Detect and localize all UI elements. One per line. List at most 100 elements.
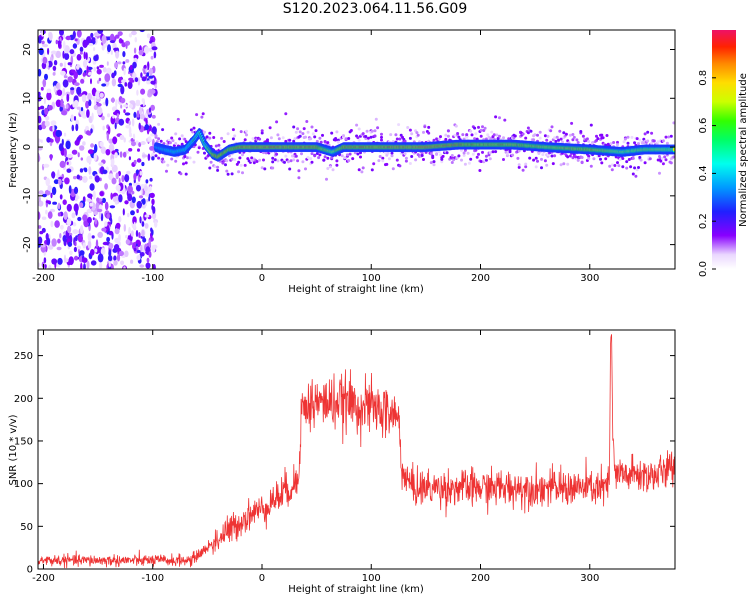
halo-cell — [667, 135, 671, 139]
noise-cell — [133, 159, 137, 165]
halo-cell — [294, 154, 298, 158]
noise-cell — [146, 199, 149, 203]
halo-cell — [664, 135, 668, 139]
noise-cell — [63, 148, 67, 158]
colorbar-tick-label: 0.0 — [698, 261, 709, 277]
halo-cell — [429, 161, 433, 165]
halo-cell — [543, 134, 547, 138]
noise-cell — [68, 232, 73, 236]
halo-cell — [631, 156, 635, 160]
halo-cell — [323, 140, 327, 143]
y-tick-label: 10 — [22, 92, 33, 105]
noise-cell — [119, 151, 123, 158]
noise-cell — [73, 255, 79, 261]
noise-cell — [118, 177, 121, 184]
halo-cell — [344, 137, 348, 141]
noise-cell — [90, 78, 92, 85]
noise-cell — [44, 107, 49, 115]
halo-cell — [616, 140, 619, 144]
halo-cell — [403, 152, 407, 156]
halo-cell — [349, 129, 353, 132]
halo-cell — [422, 158, 425, 161]
noise-cell — [125, 239, 131, 245]
noise-cell — [127, 193, 133, 202]
halo-cell — [479, 128, 483, 132]
noise-cell — [126, 170, 131, 175]
noise-cell — [45, 177, 51, 187]
noise-cell — [150, 80, 156, 85]
noise-cell — [72, 222, 77, 227]
noise-cell — [140, 88, 146, 95]
noise-cell — [50, 154, 53, 161]
halo-cell — [385, 162, 389, 166]
noise-cell — [69, 49, 75, 55]
halo-cell — [390, 151, 394, 155]
noise-cell — [48, 105, 53, 111]
noise-cell — [104, 221, 108, 227]
halo-cell — [494, 115, 498, 119]
noise-cell — [44, 264, 47, 269]
halo-cell — [643, 161, 647, 165]
spectrogram-cells — [38, 30, 675, 269]
noise-cell — [73, 82, 80, 86]
halo-cell — [526, 126, 530, 130]
noise-cell — [115, 49, 120, 59]
halo-cell — [605, 134, 609, 137]
noise-cell — [116, 113, 120, 118]
noise-cell — [55, 39, 58, 45]
noise-cell — [118, 118, 125, 126]
halo-cell — [502, 158, 505, 161]
noise-cell — [132, 61, 137, 69]
halo-cell — [672, 121, 675, 125]
noise-cell — [66, 203, 72, 212]
noise-cell — [38, 236, 43, 245]
halo-cell — [521, 132, 525, 136]
noise-cell — [99, 177, 102, 182]
noise-cell — [52, 65, 57, 71]
halo-cell — [245, 133, 248, 137]
halo-cell — [669, 134, 673, 138]
noise-cell — [145, 179, 149, 184]
noise-cell — [41, 40, 45, 45]
halo-cell — [498, 134, 501, 138]
halo-cell — [534, 156, 538, 160]
noise-cell — [107, 255, 113, 262]
noise-cell — [68, 185, 72, 194]
noise-cell — [77, 152, 80, 158]
halo-cell — [304, 167, 307, 171]
noise-cell — [96, 208, 103, 213]
noise-cell — [59, 233, 62, 239]
halo-cell — [508, 150, 512, 154]
noise-cell — [124, 250, 129, 258]
halo-cell — [403, 139, 407, 143]
noise-cell — [141, 161, 145, 167]
halo-cell — [174, 142, 178, 145]
noise-cell — [80, 107, 84, 112]
halo-cell — [284, 154, 288, 158]
noise-cell — [73, 175, 77, 180]
noise-cell — [85, 52, 88, 61]
halo-cell — [646, 130, 650, 134]
halo-cell — [360, 170, 364, 174]
noise-cell — [89, 175, 93, 180]
noise-cell — [88, 166, 92, 175]
halo-cell — [326, 167, 330, 170]
noise-cell — [43, 257, 47, 264]
halo-cell — [157, 137, 161, 141]
halo-cell — [474, 132, 478, 136]
noise-cell — [71, 124, 75, 132]
y-tick-label: 250 — [14, 351, 33, 362]
halo-cell — [212, 136, 216, 139]
halo-cell — [639, 158, 643, 162]
halo-cell — [213, 165, 217, 169]
halo-cell — [260, 166, 264, 170]
halo-cell — [188, 156, 192, 160]
noise-cell — [53, 60, 58, 66]
noise-cell — [86, 109, 90, 118]
halo-cell — [306, 130, 310, 134]
halo-cell — [225, 159, 229, 163]
noise-cell — [97, 30, 104, 34]
noise-cell — [60, 224, 64, 230]
halo-cell — [182, 162, 185, 166]
noise-cell — [90, 260, 97, 266]
